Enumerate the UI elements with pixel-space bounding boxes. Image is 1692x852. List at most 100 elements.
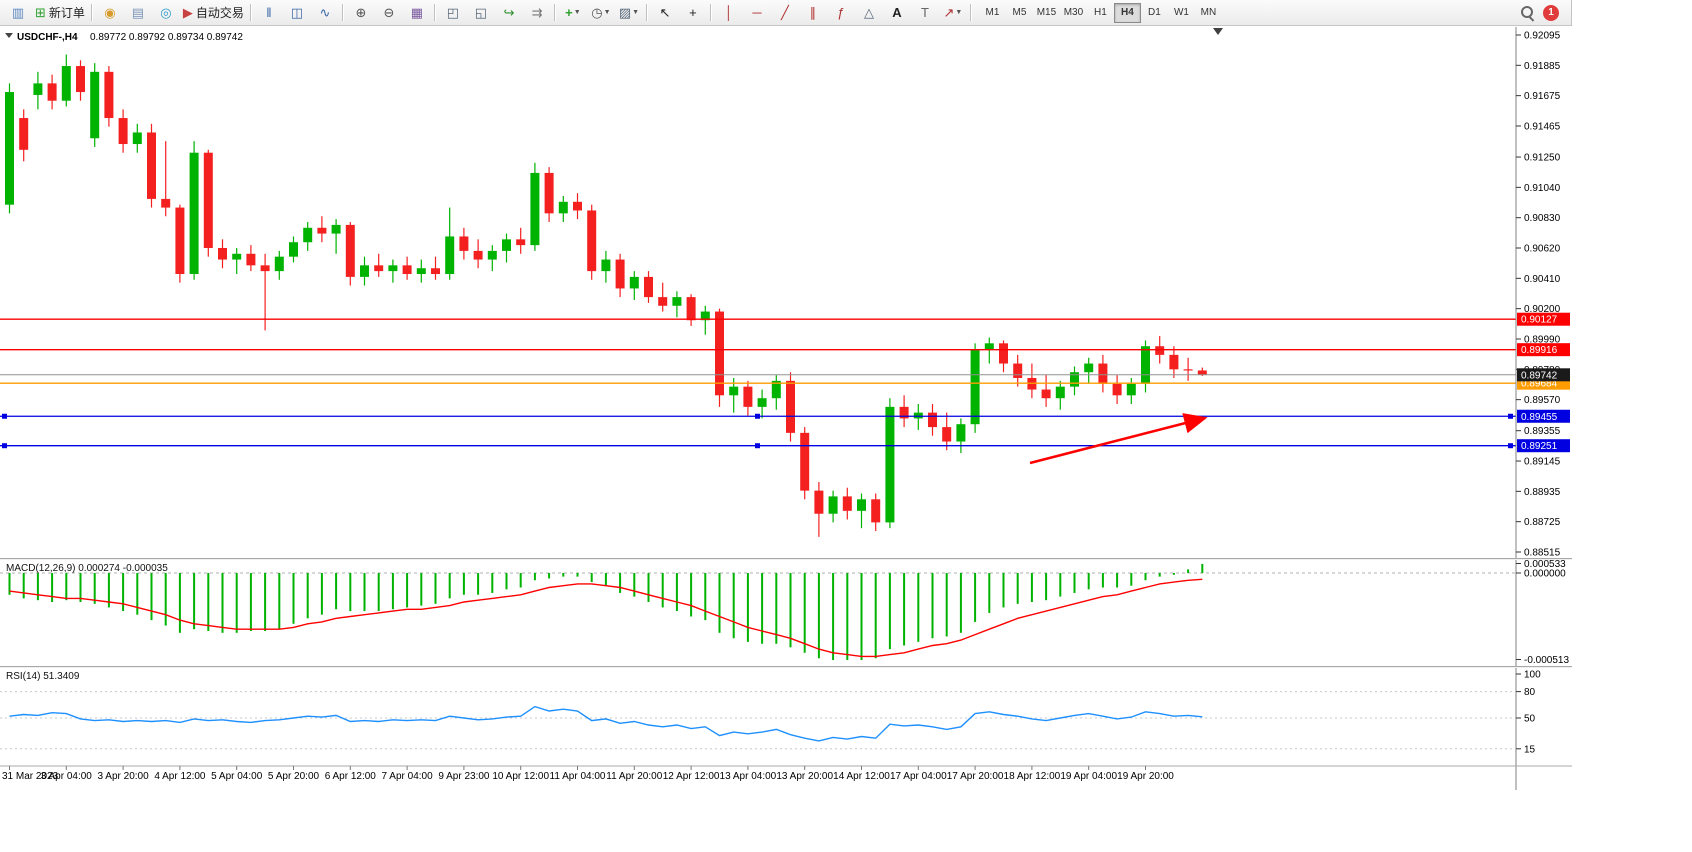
arrows-icon[interactable]: ↗ ▼: [939, 2, 967, 24]
time-tick-label: 31 Mar 2023: [2, 771, 59, 782]
symbol-dropdown-icon[interactable]: [5, 33, 13, 38]
mql5-icon[interactable]: ◉: [96, 2, 124, 24]
chart-shift-marker[interactable]: [1213, 28, 1223, 35]
auto-scroll-icon[interactable]: ↪: [495, 2, 523, 24]
rsi-title: RSI(14) 51.3409: [6, 671, 80, 682]
vertical-line-icon[interactable]: │: [715, 2, 743, 24]
cursor-icon: ↖: [659, 5, 671, 20]
periods-icon[interactable]: ◷ ▼: [587, 2, 615, 24]
new-order-label: 新订单: [48, 6, 85, 20]
line-handle[interactable]: [755, 413, 760, 419]
price-tick-label: 0.89145: [1524, 457, 1561, 468]
time-tick-label: 12 Apr 12:00: [663, 771, 720, 782]
shapes-icon[interactable]: △: [855, 2, 883, 24]
svg-text:0.89455: 0.89455: [1521, 412, 1558, 423]
timeframe-mn[interactable]: MN: [1200, 7, 1217, 18]
price-scale: 0.92095 0.91885 0.91675 0.91465 0.91250 0.910…: [1515, 27, 1570, 790]
new-order-button[interactable]: ⊞ 新订单: [32, 2, 88, 24]
horizontal-line-icon: ─: [752, 5, 762, 20]
tile-windows-icon: ▦: [410, 5, 424, 20]
panel-separator[interactable]: [0, 558, 1572, 559]
timeframe-m1[interactable]: M1: [985, 7, 1000, 18]
cursor-icon[interactable]: ↖: [651, 2, 679, 24]
arrows-dropdown-caret[interactable]: ▼: [955, 9, 963, 16]
timeframe-w1[interactable]: W1: [1173, 7, 1189, 18]
time-tick-label: 4 Apr 12:00: [154, 771, 206, 782]
timeframe-m30[interactable]: M30: [1063, 7, 1084, 18]
toolbar-separator: [341, 4, 344, 21]
line-handle[interactable]: [755, 443, 760, 449]
toolbar-separator: [969, 4, 972, 21]
fibonacci-icon[interactable]: ƒ: [827, 2, 855, 24]
equidistant-channel-icon[interactable]: ∥: [799, 2, 827, 24]
zoom-out-icon[interactable]: ⊖: [375, 2, 403, 24]
chart-bars-icon[interactable]: ‖: [255, 2, 283, 24]
rsi-scale-label: 50: [1524, 714, 1536, 725]
line-handle[interactable]: [1508, 443, 1513, 449]
chart-line-icon[interactable]: ∿: [311, 2, 339, 24]
mql5-icon: ◉: [104, 5, 116, 20]
search-icon[interactable]: [1520, 5, 1535, 20]
rsi-line: [9, 705, 1203, 742]
line-price-label-0.90127: 0.90127: [1517, 312, 1570, 326]
arrange-windows-icon[interactable]: ◰: [439, 2, 467, 24]
price-tick-label: 0.88515: [1524, 548, 1561, 559]
new-chart-icon[interactable]: ▥: [4, 2, 32, 24]
tile-windows-icon[interactable]: ▦: [403, 2, 431, 24]
price-tick-label: 0.91885: [1524, 61, 1561, 72]
notification-badge[interactable]: 1: [1543, 4, 1559, 21]
templates-icon[interactable]: ▨ ▼: [615, 2, 643, 24]
line-handle[interactable]: [2, 413, 7, 419]
panel-separator[interactable]: [0, 666, 1572, 667]
indicators-icon[interactable]: + ▼: [559, 2, 587, 24]
timeframe-m15[interactable]: M15: [1036, 7, 1057, 18]
horizontal-line-0.89455[interactable]: [0, 413, 1516, 419]
line-handle[interactable]: [2, 443, 7, 449]
chart-shift-icon[interactable]: ⇉: [523, 2, 551, 24]
timeframe-d1[interactable]: D1: [1148, 7, 1161, 18]
zoom-out-icon: ⊖: [383, 5, 395, 20]
community-icon[interactable]: ◎: [152, 2, 180, 24]
arrows-icon: ↗: [943, 5, 955, 20]
svg-text:0.89251: 0.89251: [1521, 441, 1558, 452]
shapes-icon: △: [863, 5, 874, 20]
line-handle[interactable]: [1508, 413, 1513, 419]
time-tick-label: 6 Apr 12:00: [325, 771, 377, 782]
macd-scale-label: 0.000533: [1524, 559, 1566, 570]
toolbar-separator: [90, 4, 93, 21]
templates-dropdown-caret[interactable]: ▼: [632, 9, 640, 16]
price-tick-label: 0.88935: [1524, 487, 1561, 498]
indicators-icon: +: [565, 5, 573, 20]
periods-dropdown-caret[interactable]: ▼: [603, 9, 611, 16]
timeframe-h4[interactable]: H4: [1113, 2, 1141, 23]
svg-text:0.89684: 0.89684: [1521, 379, 1558, 390]
arrow-annotation[interactable]: [1029, 413, 1208, 465]
time-tick-label: 9 Apr 23:00: [438, 771, 490, 782]
text-icon[interactable]: A: [883, 2, 911, 24]
rsi-panel: RSI(14) 51.3409 100 80 50 15: [0, 670, 1541, 755]
mt4-window: ▥ ⊞ 新订单 ◉ ▤ ◎ ▶ 自动交易 ‖ ◫ ∿ ⊕ ⊖ ▦ ◰ ◱ ↪ ⇉ + ▼ ◷ ▼ ▨ ▼ ↖ + │ ─ ╱ ∥ ƒ △ A T ↗…: [0, 0, 1572, 852]
svg-text:0.89742: 0.89742: [1521, 370, 1558, 381]
time-tick-label: 5 Apr 20:00: [268, 771, 320, 782]
text-label-icon[interactable]: T: [911, 2, 939, 24]
indicators-dropdown-caret[interactable]: ▼: [573, 9, 581, 16]
chart-candles-icon[interactable]: ◫: [283, 2, 311, 24]
horizontal-line-icon[interactable]: ─: [743, 2, 771, 24]
timeframe-h1[interactable]: H1: [1094, 7, 1107, 18]
time-tick-label: 19 Apr 04:00: [1060, 771, 1117, 782]
zoom-in-icon[interactable]: ⊕: [347, 2, 375, 24]
time-tick-label: 5 Apr 04:00: [211, 771, 263, 782]
horizontal-line-0.89251[interactable]: [0, 443, 1516, 449]
trendline-icon[interactable]: ╱: [771, 2, 799, 24]
profiles-icon[interactable]: ▤: [124, 2, 152, 24]
cascade-windows-icon[interactable]: ◱: [467, 2, 495, 24]
crosshair-icon[interactable]: +: [679, 2, 707, 24]
timeframe-m5[interactable]: M5: [1012, 7, 1027, 18]
line-price-label-0.89916: 0.89916: [1517, 343, 1570, 357]
toolbar-separator: [433, 4, 436, 21]
auto-trading-button[interactable]: ▶ 自动交易: [180, 2, 247, 24]
chart-bars-icon: ‖: [266, 5, 272, 20]
chart-symbol-title: USDCHF-,H4: [17, 32, 78, 43]
trendline-icon: ╱: [781, 5, 789, 20]
chart-area[interactable]: USDCHF-,H4 0.89772 0.89792 0.89734 0.8974…: [0, 26, 1572, 852]
